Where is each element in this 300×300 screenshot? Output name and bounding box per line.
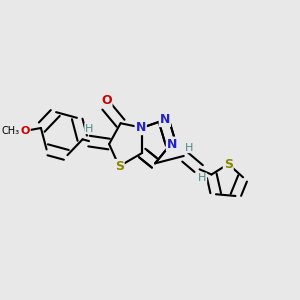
Text: H: H (185, 142, 193, 153)
Text: N: N (167, 138, 177, 151)
Text: CH₃: CH₃ (1, 126, 19, 136)
Text: S: S (224, 158, 233, 170)
Text: H: H (198, 173, 207, 183)
Text: N: N (136, 121, 146, 134)
Text: O: O (20, 126, 30, 136)
Text: H: H (85, 124, 93, 134)
Text: O: O (101, 94, 112, 107)
Text: S: S (115, 160, 124, 173)
Text: N: N (160, 113, 170, 126)
